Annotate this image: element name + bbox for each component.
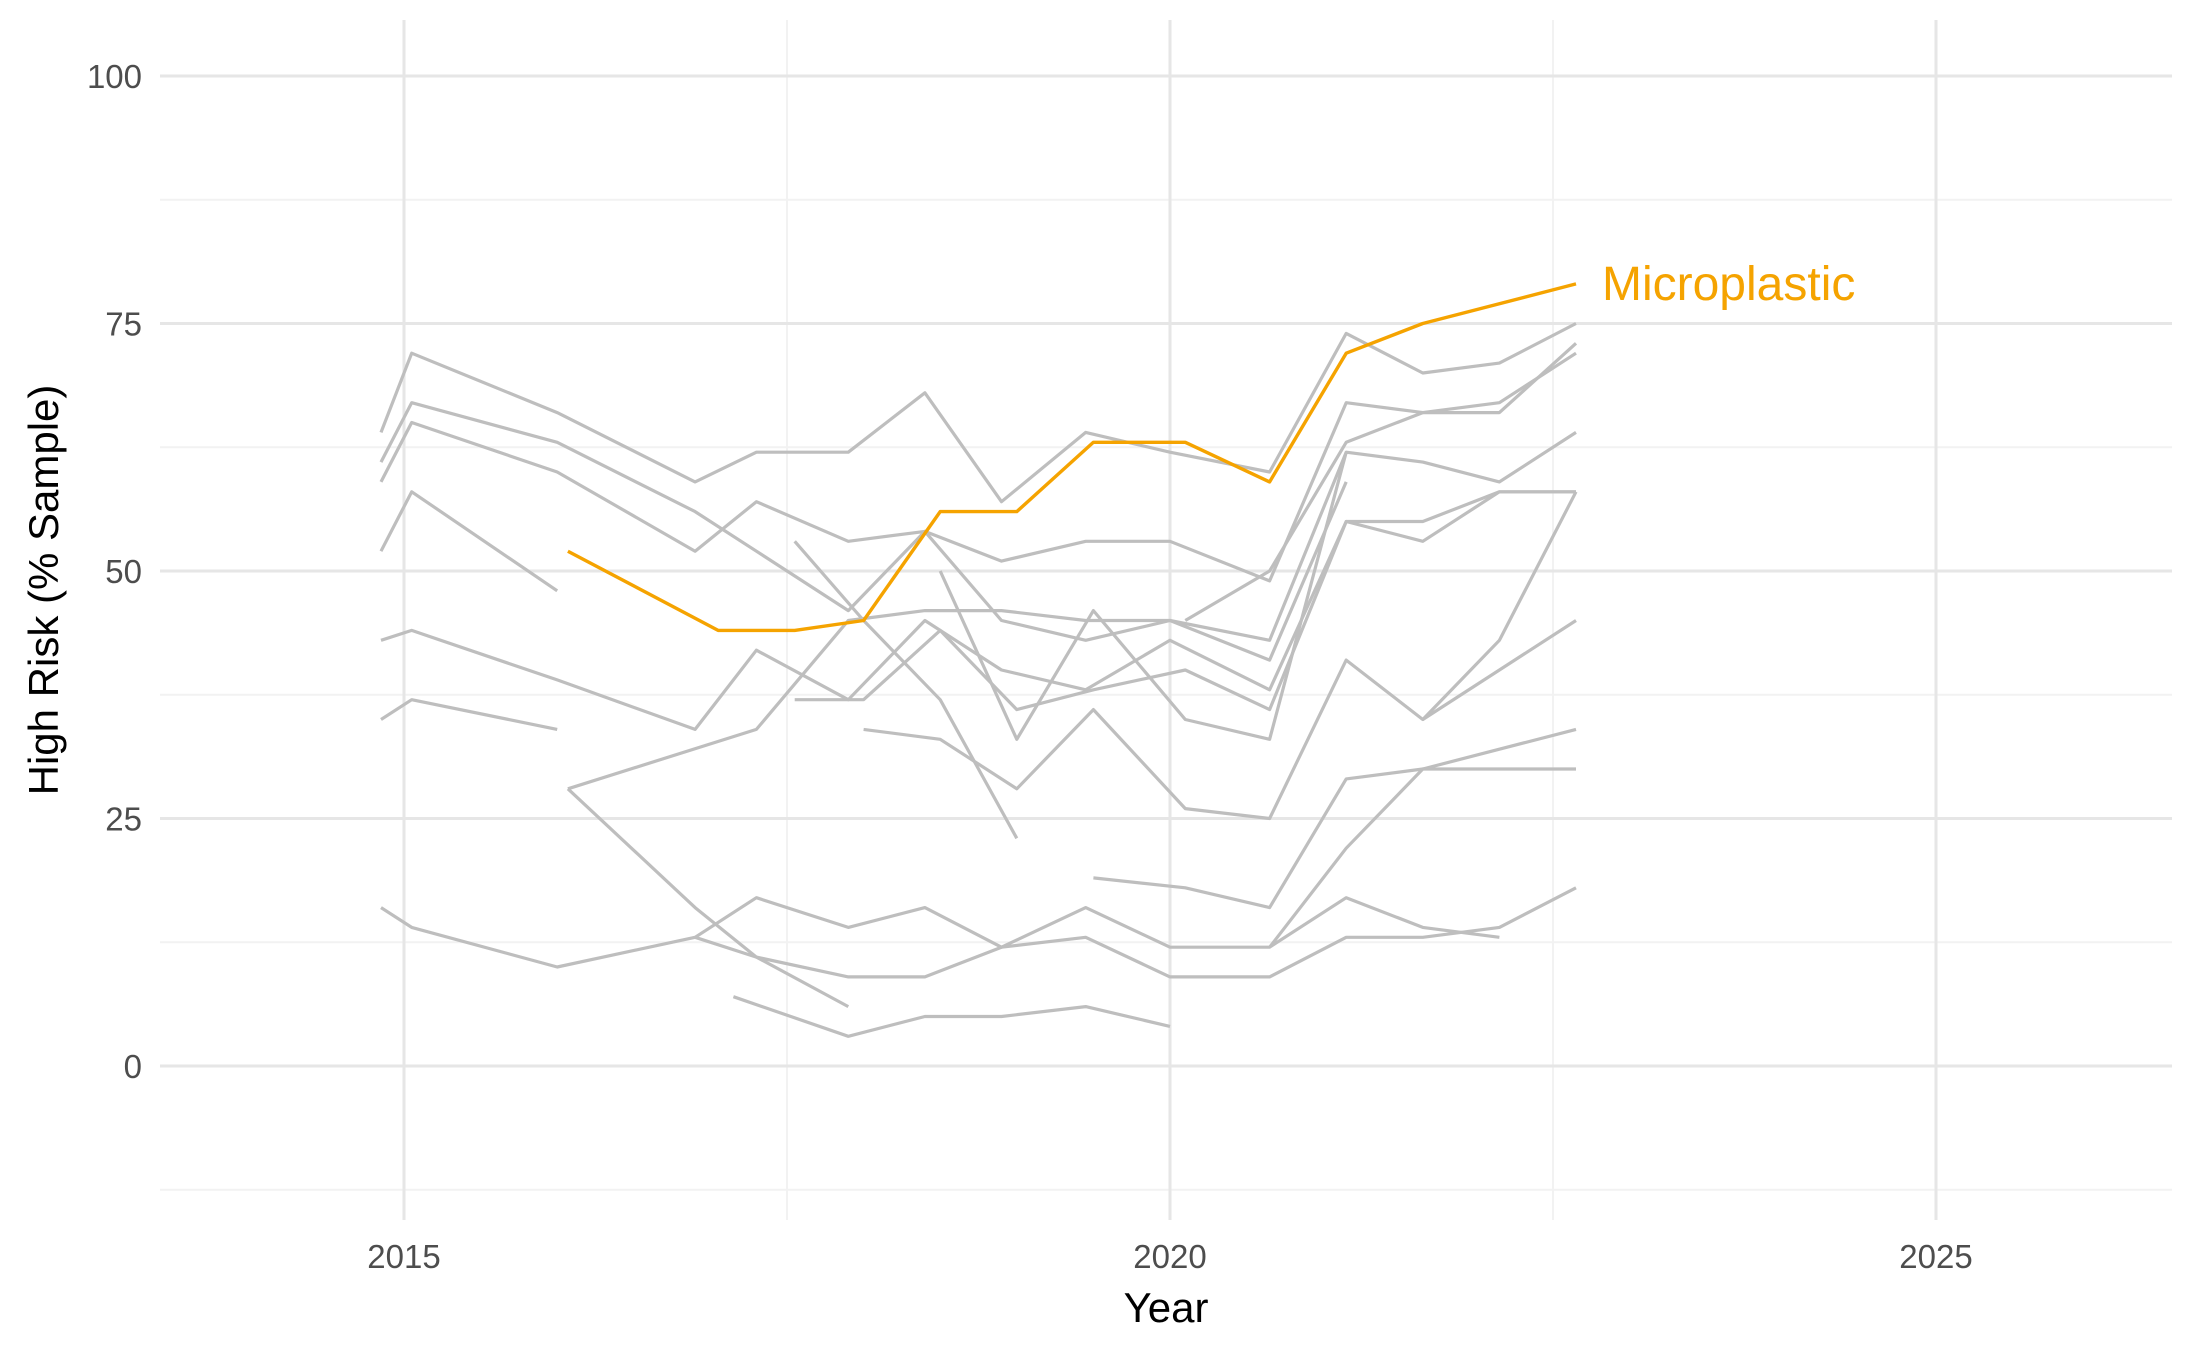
- series-line: [566, 787, 850, 1009]
- series-line: [379, 490, 559, 593]
- series-line: [380, 886, 1577, 979]
- x-tick-label: 2025: [1899, 1238, 1972, 1275]
- y-tick-label: 75: [105, 306, 142, 343]
- highlight-series: [567, 282, 1577, 633]
- series-line: [379, 322, 1577, 504]
- series-line: [938, 451, 1348, 741]
- y-axis-title: High Risk (% Sample): [20, 385, 67, 796]
- x-tick-label: 2015: [367, 1238, 440, 1275]
- series-label-microplastic: Microplastic: [1602, 258, 1855, 311]
- series-line: [694, 896, 1500, 979]
- background-series: [379, 322, 1578, 1038]
- y-tick-label: 100: [87, 58, 142, 95]
- series-line: [732, 995, 1171, 1038]
- series-line: [863, 491, 1578, 821]
- series-line: [1093, 727, 1577, 910]
- y-tick-label: 50: [105, 553, 142, 590]
- y-tick-label: 25: [105, 801, 142, 838]
- series-line: [1184, 351, 1577, 622]
- series-line: [379, 420, 1577, 642]
- series-line: [379, 342, 1578, 613]
- series-line: [567, 481, 1348, 791]
- x-axis-ticks: 2015 2020 2025: [367, 1238, 1972, 1275]
- series-line: [1268, 767, 1576, 949]
- series-line-microplastic: [567, 282, 1577, 633]
- x-axis-title: Year: [1124, 1284, 1209, 1331]
- series-line: [793, 540, 1019, 840]
- y-axis-ticks: 0 25 50 75 100: [87, 58, 142, 1085]
- y-tick-label: 0: [124, 1048, 142, 1085]
- x-tick-label: 2020: [1133, 1238, 1206, 1275]
- series-line: [1421, 619, 1577, 721]
- series-line: [794, 490, 1576, 712]
- series-line: [380, 490, 1576, 732]
- series-line: [380, 698, 558, 731]
